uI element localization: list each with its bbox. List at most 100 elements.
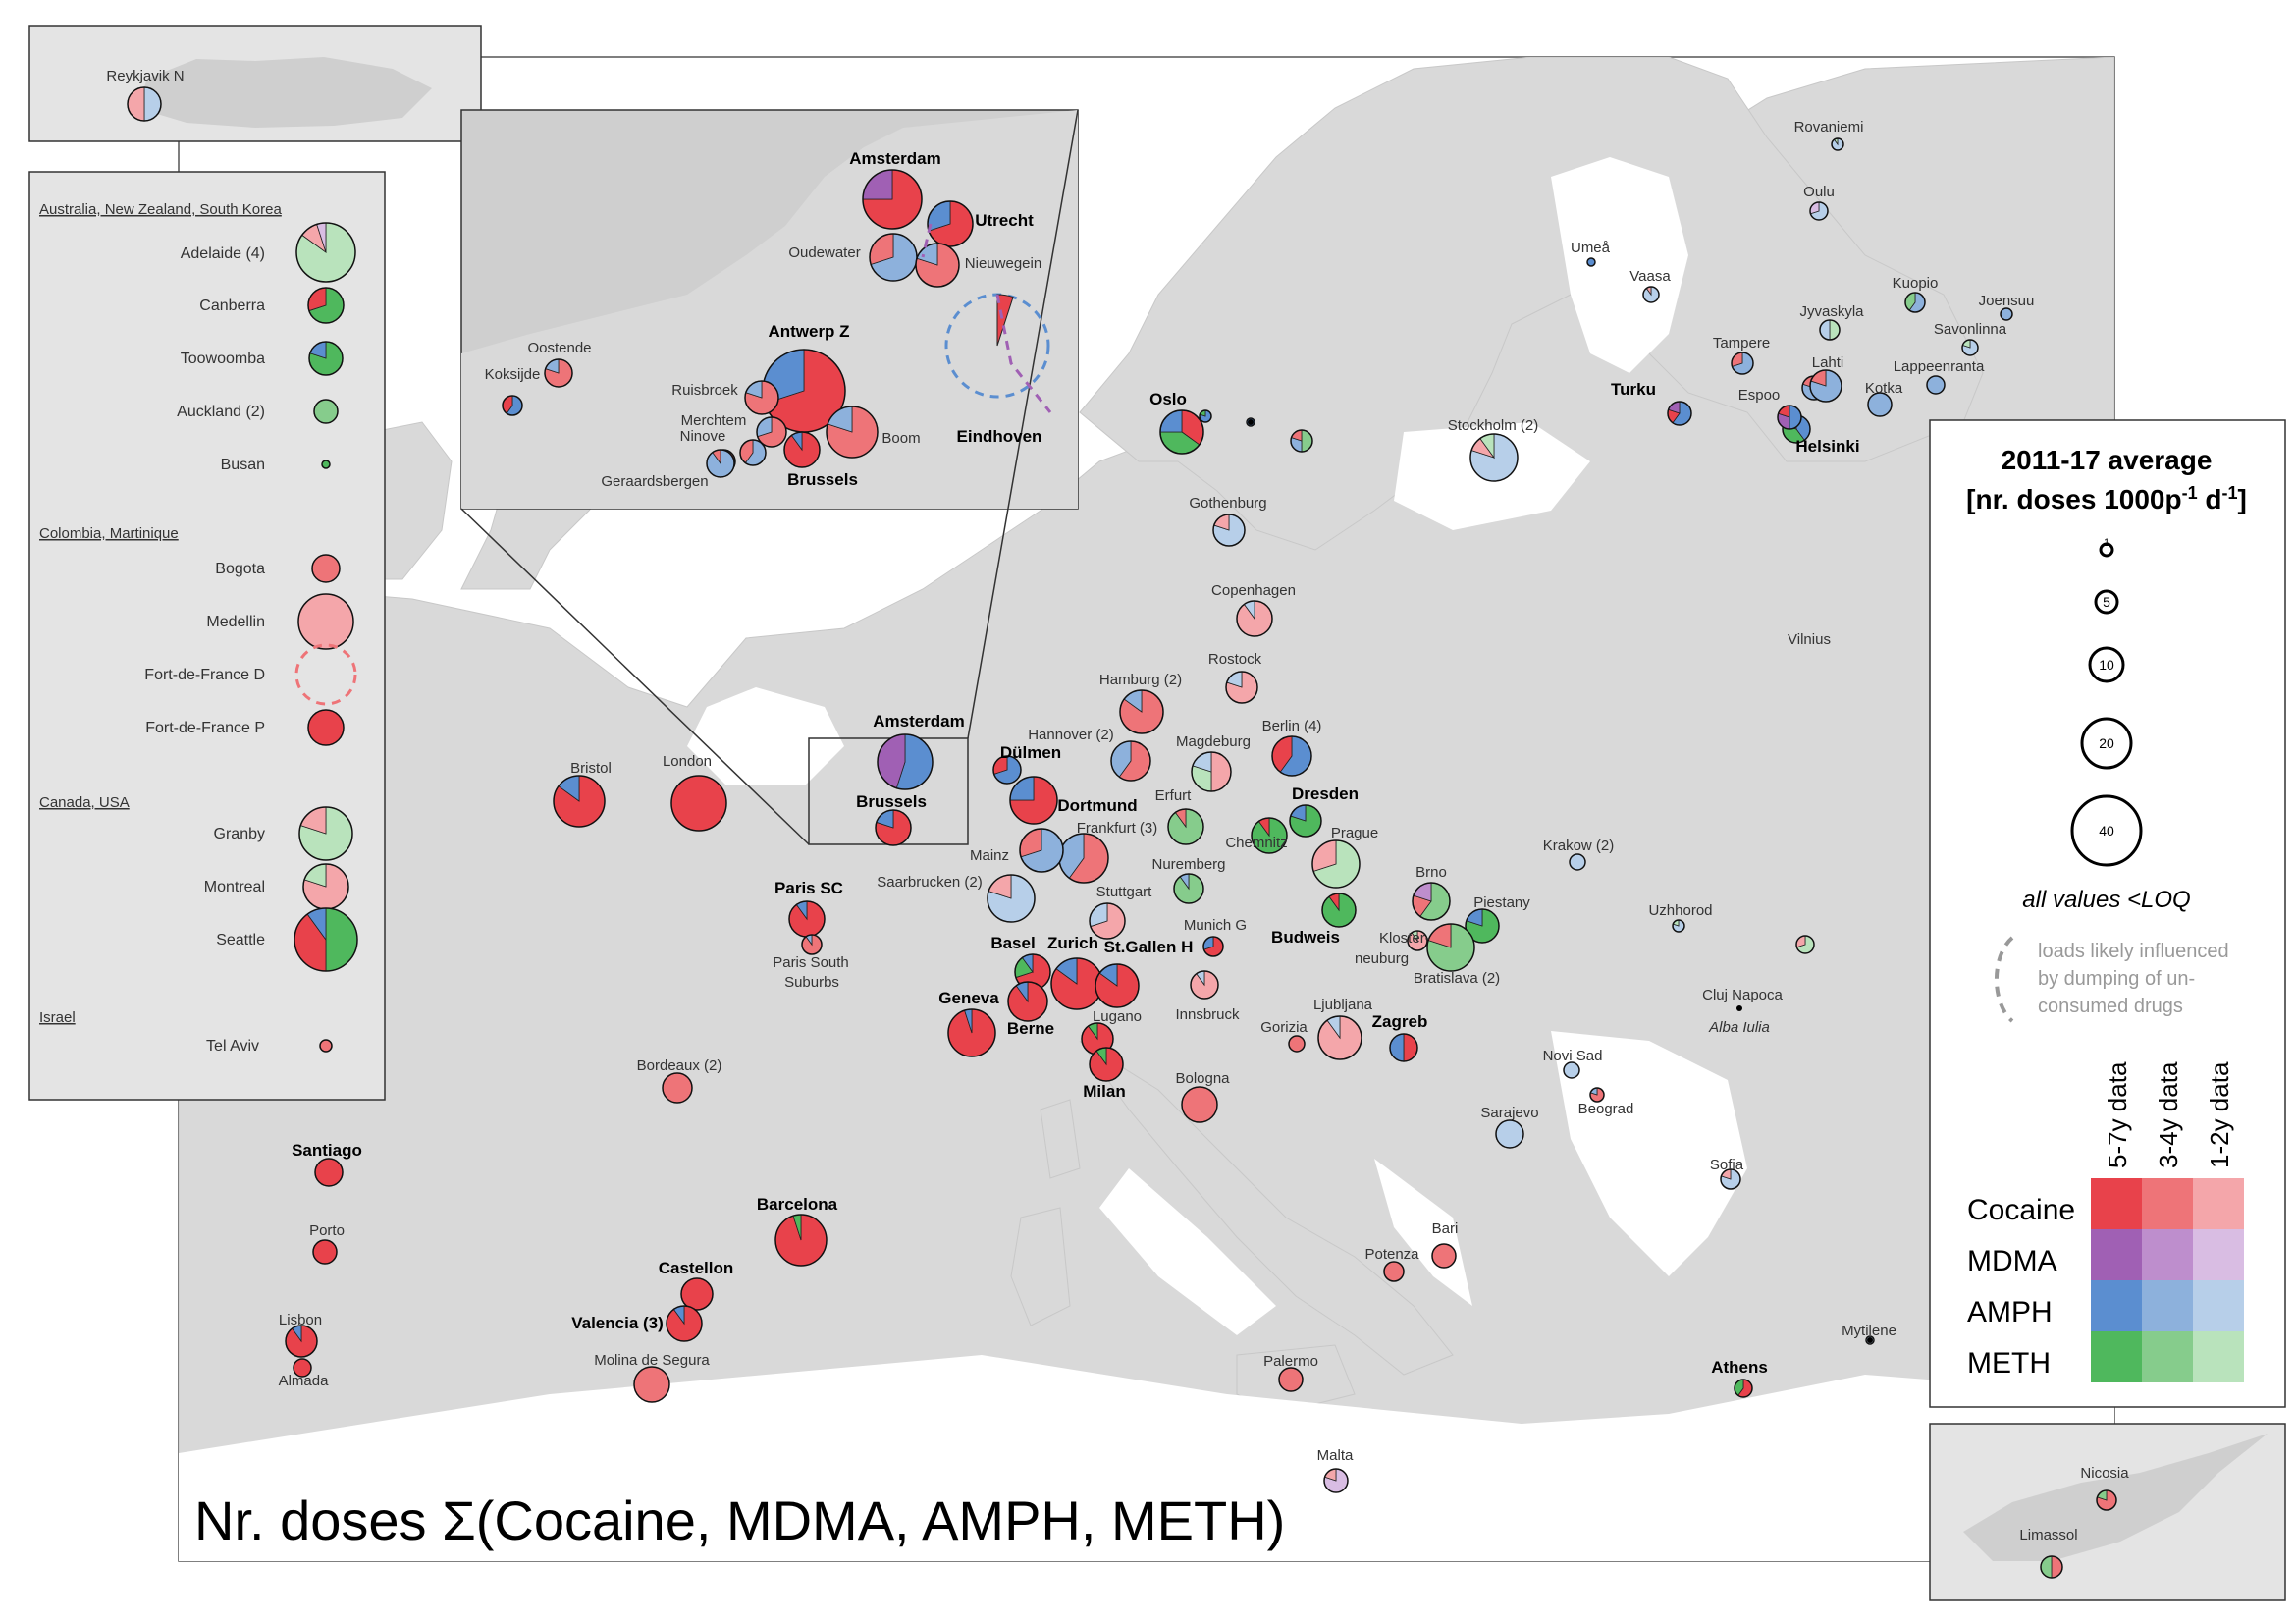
legend-col-3-4y: 3-4y data xyxy=(2154,1061,2183,1168)
pie-marker xyxy=(319,1039,333,1053)
legend-size-label: 10 xyxy=(2099,657,2114,673)
legend-row-amph: AMPH xyxy=(1967,1296,2053,1328)
pie-outline xyxy=(947,1008,996,1057)
pie-marker xyxy=(1236,600,1273,637)
pie-outline xyxy=(927,200,974,247)
iceland-land xyxy=(137,57,432,128)
pie-marker xyxy=(1167,808,1204,845)
pie-outline xyxy=(1251,817,1288,854)
legend-size-label: 40 xyxy=(2099,823,2114,839)
city-label: Athens xyxy=(1711,1358,1768,1377)
pie-slice xyxy=(2001,308,2012,320)
city-label: Lappeenranta xyxy=(1894,358,1985,375)
pie-marker xyxy=(127,86,162,122)
pie-marker xyxy=(313,399,339,424)
city-label: Mytilene xyxy=(1842,1323,1896,1339)
pie-marker xyxy=(801,934,823,955)
pie-marker xyxy=(1586,257,1596,267)
pie-outline xyxy=(1569,853,1586,871)
pie-outline xyxy=(1389,1033,1418,1062)
pie-marker xyxy=(1642,286,1660,303)
pie-marker xyxy=(1563,1061,1580,1079)
side-city-labels: Adelaide (4) Canberra Toowoomba Auckland… xyxy=(144,245,265,1055)
zoom-connector-right xyxy=(967,109,1079,739)
pie-marker xyxy=(2096,1489,2117,1511)
pie-slice xyxy=(1868,393,1892,416)
city-label: Brno xyxy=(1415,864,1447,881)
city-label: Stockholm (2) xyxy=(1448,417,1539,434)
pie-marker xyxy=(1191,751,1232,792)
city-label: Nicosia xyxy=(2080,1465,2129,1482)
pie-marker xyxy=(1317,1015,1362,1060)
pie-marker xyxy=(1110,740,1151,782)
city-label: Amsterdam xyxy=(849,149,941,168)
pie-marker xyxy=(1095,963,1140,1008)
city-label: Alba Iulia xyxy=(1708,1019,1770,1036)
pie-marker xyxy=(294,907,358,972)
legend-col-5-7y: 5-7y data xyxy=(2103,1061,2132,1168)
city-label: Lisbon xyxy=(279,1312,322,1328)
pie-slice xyxy=(1182,1087,1217,1122)
pie-marker xyxy=(1251,817,1288,854)
legend-size-scale: 1 5 10 20 40 xyxy=(2070,537,2143,867)
pie-slice xyxy=(322,460,330,468)
legend-col-1-2y: 1-2y data xyxy=(2205,1061,2234,1168)
city-label: Valencia (3) xyxy=(571,1314,664,1332)
pie-marker xyxy=(662,1072,693,1104)
pie-outline xyxy=(1190,970,1219,1000)
pie-marker xyxy=(680,1277,714,1311)
city-label: Gothenburg xyxy=(1189,495,1266,512)
legend-color-swatch xyxy=(2091,1229,2142,1280)
city-label: Amsterdam xyxy=(873,712,965,731)
pie-outline xyxy=(285,1325,318,1358)
city-label: Krakow (2) xyxy=(1543,838,1615,854)
pie-outline xyxy=(1167,808,1204,845)
city-label: Magdeburg xyxy=(1176,733,1251,750)
pie-outline xyxy=(1961,339,1979,356)
side-city-bogota: Bogota xyxy=(215,561,265,577)
city-label: Oulu xyxy=(1803,184,1835,200)
pie-marker xyxy=(915,243,960,288)
pie-marker xyxy=(1667,401,1692,426)
pie-slice xyxy=(1564,1062,1579,1078)
pie-marker xyxy=(1819,319,1841,341)
city-label: Copenhagen xyxy=(1211,582,1296,599)
pie-marker xyxy=(1009,776,1058,825)
pie-marker xyxy=(1734,1379,1753,1398)
pie-outline xyxy=(801,934,823,955)
city-label: Oslo xyxy=(1149,390,1187,408)
pie-marker xyxy=(875,809,912,846)
seas xyxy=(179,157,2114,1561)
pie-outline xyxy=(1278,1367,1304,1392)
pie-outline xyxy=(1095,963,1140,1008)
pie-outline xyxy=(987,874,1036,923)
city-label: Porto xyxy=(309,1222,345,1239)
city-label: Erfurt xyxy=(1155,787,1193,804)
pie-outline xyxy=(544,358,573,388)
pie-marker xyxy=(321,460,331,469)
pie-marker xyxy=(1019,828,1064,873)
dumping-connector xyxy=(921,223,1052,413)
legend-size-label: 1 xyxy=(2104,537,2109,549)
pie-outline xyxy=(1173,873,1204,904)
pie-outline xyxy=(1199,409,1212,423)
pie-marker xyxy=(927,200,974,247)
pie-outline xyxy=(553,775,606,828)
pie-outline xyxy=(1009,776,1058,825)
side-heading-can: Canada, USA xyxy=(39,794,130,811)
city-label: Dülmen xyxy=(1000,743,1061,762)
pie-marker xyxy=(1271,735,1312,777)
city-label: Hannover (2) xyxy=(1028,727,1114,743)
legend-loq-label: all values <LOQ xyxy=(2022,887,2190,913)
pie-outline xyxy=(670,775,727,832)
pie-marker xyxy=(1007,981,1048,1022)
pie-marker-dashed xyxy=(294,643,357,706)
side-city-adelaide: Adelaide (4) xyxy=(181,245,265,262)
pie-marker xyxy=(1159,409,1204,455)
pie-outline xyxy=(680,1277,714,1311)
pie-marker xyxy=(1809,369,1842,403)
legend-color-swatch xyxy=(2193,1331,2244,1382)
legend-color-swatch xyxy=(2142,1331,2193,1382)
pie-marker xyxy=(1731,352,1754,375)
pie-outline xyxy=(307,287,345,324)
